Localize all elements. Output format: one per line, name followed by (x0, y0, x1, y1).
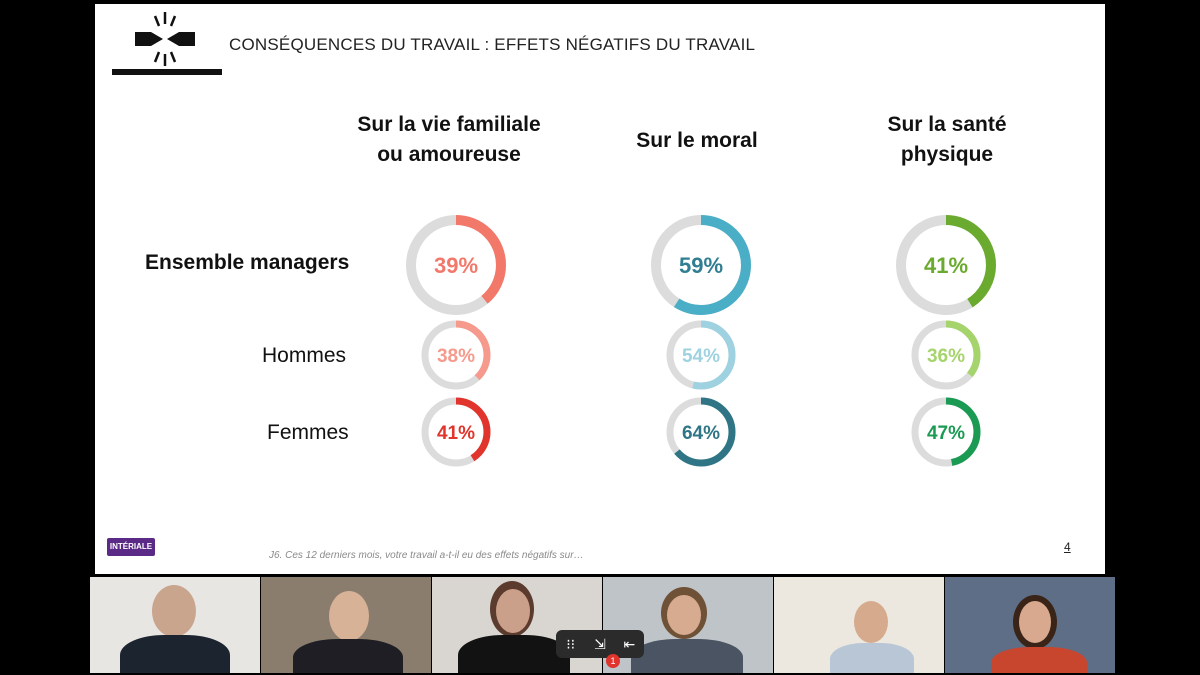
donut-value-label: 36% (927, 346, 965, 367)
participant-face (152, 585, 196, 637)
donut-value-label: 59% (679, 253, 723, 278)
donut-value-label: 41% (924, 253, 968, 278)
participant-face (329, 591, 369, 641)
donut-value-label: 64% (682, 423, 720, 444)
participant-body (991, 647, 1087, 673)
column-header-health-text: Sur la santé physique (887, 113, 1007, 166)
title-underline (112, 69, 222, 75)
participant-tile[interactable] (432, 577, 602, 673)
row-label-women: Femmes (267, 421, 349, 444)
participant-tile[interactable] (603, 577, 773, 673)
donut-value-label: 41% (437, 423, 475, 444)
participant-face (667, 595, 701, 635)
participant-body (120, 635, 230, 673)
participant-tile[interactable] (774, 577, 944, 673)
row-label-all-managers: Ensemble managers (145, 251, 350, 274)
donut-arc (406, 215, 506, 315)
row-label-men: Hommes (262, 344, 347, 367)
donut-arc (421, 320, 491, 390)
participant-tile[interactable] (90, 577, 260, 673)
collapse-icon[interactable]: ⇤ (623, 635, 636, 652)
notification-badge: 1 (606, 654, 620, 668)
donut-arc (651, 215, 751, 315)
drag-handle-icon[interactable]: ⁝⁝ (566, 635, 576, 652)
column-header-family: Sur la vie familiale ou amoureuse (329, 110, 569, 170)
donut-arc (666, 320, 736, 390)
donut-value-label: 38% (437, 346, 475, 367)
donut-arc (911, 397, 981, 467)
meeting-controls: ⁝⁝ ⇲ ⇤ (556, 630, 644, 658)
donut-charts: 39% 59% 41% 38% 54% 36% 41% 64% 47% (406, 215, 996, 467)
donut-value-label: 47% (927, 423, 965, 444)
footnote: J6. Ces 12 derniers mois, votre travail … (269, 550, 584, 561)
participant-tile[interactable] (261, 577, 431, 673)
participant-body (458, 635, 570, 673)
participants-strip (0, 575, 1200, 675)
presentation-slide: CONSÉQUENCES DU TRAVAIL : EFFETS NÉGATIF… (95, 4, 1105, 574)
donut-arc (666, 397, 736, 467)
participant-body (293, 639, 403, 673)
donut-arc (896, 215, 996, 315)
participant-tile[interactable] (945, 577, 1115, 673)
slide-title: CONSÉQUENCES DU TRAVAIL : EFFETS NÉGATIF… (229, 35, 756, 54)
participant-face (854, 601, 888, 643)
participant-face (1019, 601, 1051, 643)
column-header-morale: Sur le moral (577, 126, 817, 156)
donut-arc (911, 320, 981, 390)
minimize-icon[interactable]: ⇲ (594, 635, 606, 652)
participant-face (496, 589, 530, 633)
column-header-health: Sur la santé physique (827, 110, 1067, 170)
column-header-family-text: Sur la vie familiale ou amoureuse (357, 113, 541, 166)
compress-logo-icon (135, 12, 195, 66)
participant-body (631, 639, 743, 673)
donut-value-label: 54% (682, 346, 720, 367)
participant-body (830, 643, 914, 673)
donut-value-label: 39% (434, 253, 478, 278)
column-header-morale-text: Sur le moral (636, 129, 758, 152)
donut-arc (421, 397, 491, 467)
brand-logo: INTÉRIALE (107, 538, 155, 556)
page-number[interactable]: 4 (1064, 540, 1071, 554)
